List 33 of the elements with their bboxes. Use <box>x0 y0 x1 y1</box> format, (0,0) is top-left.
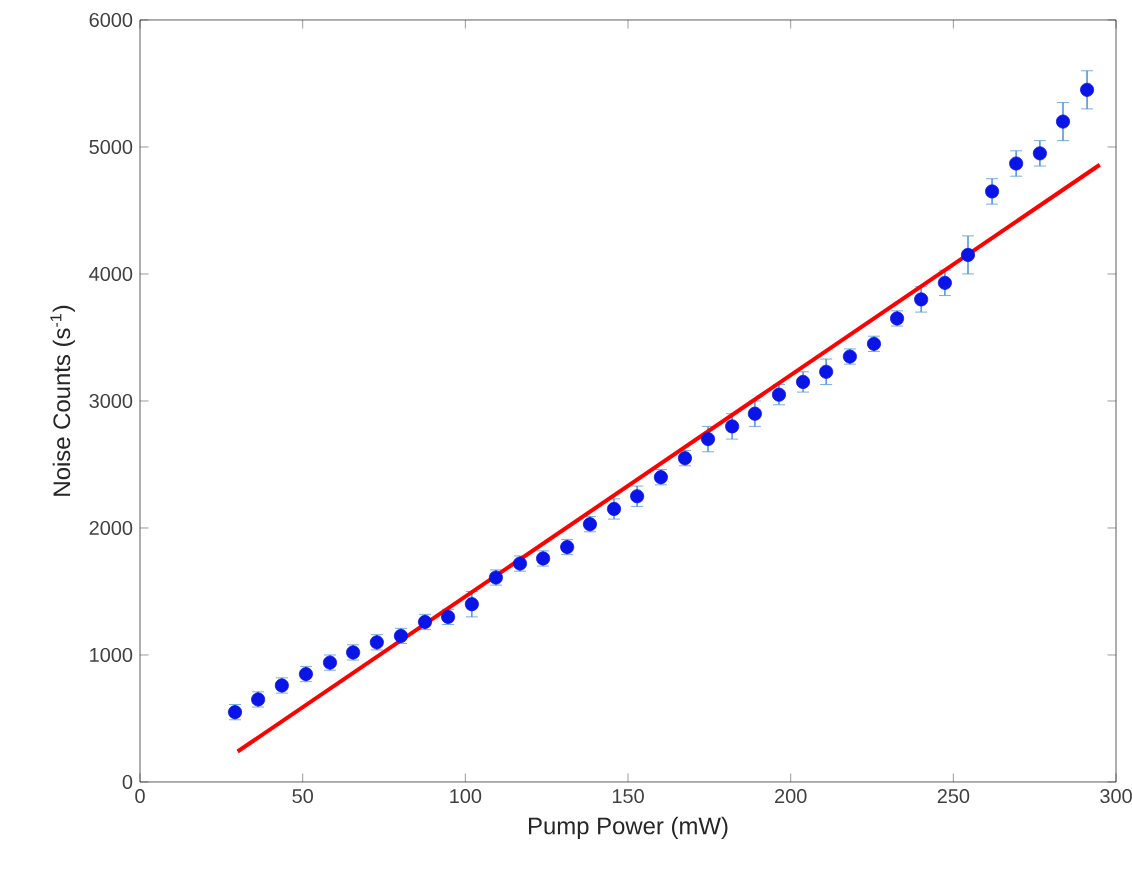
x-tick-label: 150 <box>612 789 644 804</box>
point <box>1032 146 1047 161</box>
x-tick-label: 100 <box>450 789 482 804</box>
y-tick-label: 5000 <box>89 139 133 155</box>
y-tick-label: 6000 <box>89 12 133 28</box>
point <box>937 275 952 290</box>
x-tick-label: 300 <box>1100 789 1132 804</box>
point <box>607 501 622 516</box>
y-axis-title: Noise Counts (s$^{-1}$) <box>50 305 75 496</box>
point <box>1080 82 1095 97</box>
point <box>796 374 811 389</box>
x-tick-label: 50 <box>292 789 313 804</box>
x-tick-label: 250 <box>937 789 970 804</box>
y-tick-label: 0 <box>122 774 133 790</box>
point <box>985 184 1000 199</box>
x-tick-label: 200 <box>775 789 807 804</box>
point <box>725 419 740 434</box>
y-tick-label: 1000 <box>90 647 133 663</box>
x-tick-label: 0 <box>135 789 145 804</box>
point <box>819 364 834 379</box>
point <box>701 432 716 447</box>
y-tick-label: 2000 <box>89 520 133 536</box>
x-axis-title: Pump Power (mW) <box>529 816 728 840</box>
point <box>630 489 645 504</box>
point <box>464 597 479 612</box>
point <box>747 406 762 421</box>
y-tick-label: 3000 <box>89 393 133 409</box>
point <box>771 387 786 402</box>
point <box>1009 156 1024 171</box>
point <box>960 247 975 262</box>
y-tick-label: 4000 <box>89 266 133 282</box>
point <box>1056 114 1070 129</box>
point <box>914 292 929 307</box>
